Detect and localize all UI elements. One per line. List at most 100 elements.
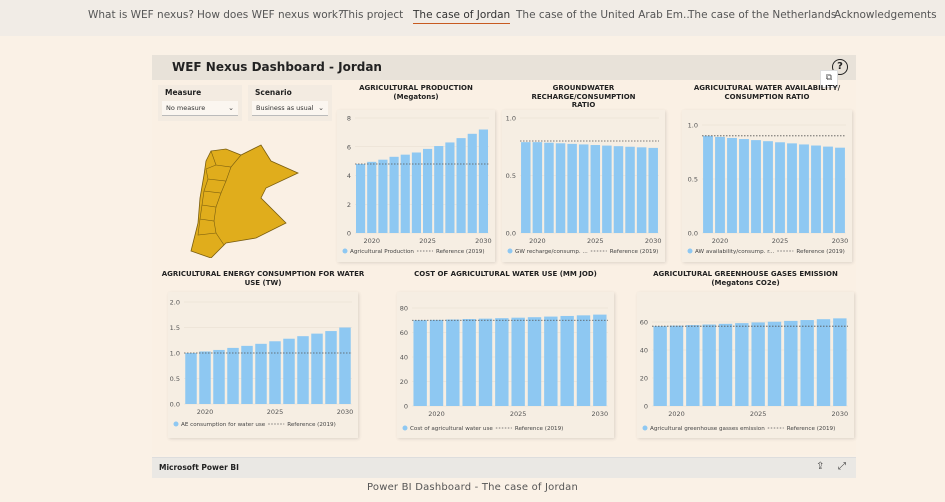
nav-item-jordan[interactable]: The case of Jordan xyxy=(413,9,510,24)
chart-card-ghg-emission[interactable]: 0 20 40 60 2020 2025 2030 Agricultural greenhou… xyxy=(637,292,854,438)
legend-swatch xyxy=(343,249,348,254)
bar[interactable] xyxy=(602,146,611,233)
bar[interactable] xyxy=(811,146,821,233)
nav-item-what-is-wef[interactable]: What is WEF nexus? xyxy=(88,9,194,21)
bar[interactable] xyxy=(325,331,336,404)
bar[interactable] xyxy=(833,318,846,406)
share-icon[interactable]: ⇪ xyxy=(816,461,824,472)
bar[interactable] xyxy=(751,140,761,233)
chart-title-line: GROUNDWATER RECHARGE/CONSUMPTION xyxy=(502,84,665,101)
bar[interactable] xyxy=(715,137,725,233)
bar[interactable] xyxy=(591,145,600,233)
chart-card-aw-ratio[interactable]: 0.0 0.5 1.0 2020 2025 2030 AW availability/con… xyxy=(682,110,852,262)
bar[interactable] xyxy=(735,323,748,406)
bar[interactable] xyxy=(457,138,466,233)
bar[interactable] xyxy=(367,162,376,233)
bar[interactable] xyxy=(670,326,683,406)
bar[interactable] xyxy=(297,336,308,404)
bar[interactable] xyxy=(511,318,524,406)
chart-card-gw-ratio[interactable]: 0.0 0.5 1.0 2020 2025 2030 GW recharge/consump… xyxy=(502,110,665,262)
bar[interactable] xyxy=(719,324,732,406)
nav-item-netherlands[interactable]: The case of the Netherlands xyxy=(688,9,836,21)
bar[interactable] xyxy=(775,142,785,233)
bar[interactable] xyxy=(835,148,845,233)
bar[interactable] xyxy=(199,351,210,404)
nav-item-this-project[interactable]: This project xyxy=(342,9,403,21)
bar[interactable] xyxy=(311,334,322,404)
bar[interactable] xyxy=(213,350,224,404)
bar[interactable] xyxy=(577,315,590,406)
nav-item-how-wef-works[interactable]: How does WEF nexus work? xyxy=(197,9,344,21)
bar[interactable] xyxy=(479,130,488,234)
bar[interactable] xyxy=(462,319,475,406)
bar[interactable] xyxy=(579,144,588,233)
bar[interactable] xyxy=(412,153,421,234)
bar[interactable] xyxy=(390,157,399,233)
fullscreen-icon[interactable]: ⤢ xyxy=(838,461,846,472)
bar[interactable] xyxy=(356,164,365,233)
bar[interactable] xyxy=(185,353,196,404)
bar[interactable] xyxy=(479,319,492,406)
bar[interactable] xyxy=(799,144,809,233)
bar[interactable] xyxy=(445,142,454,233)
y-tick-label: 1.0 xyxy=(506,115,516,123)
jordan-map-outline[interactable] xyxy=(191,145,298,258)
bar[interactable] xyxy=(751,322,764,406)
bar[interactable] xyxy=(544,143,553,233)
bar[interactable] xyxy=(495,318,508,406)
scenario-label: Scenario xyxy=(255,88,292,97)
bar[interactable] xyxy=(800,320,813,406)
bar[interactable] xyxy=(614,146,623,233)
bar[interactable] xyxy=(556,143,565,233)
bar[interactable] xyxy=(653,326,666,406)
legend-series-label: GW recharge/consump. ... xyxy=(515,249,588,255)
bar[interactable] xyxy=(227,348,238,404)
jordan-map[interactable] xyxy=(186,143,306,258)
bar[interactable] xyxy=(593,315,606,406)
bar[interactable] xyxy=(339,328,350,405)
bar[interactable] xyxy=(533,142,542,233)
bar[interactable] xyxy=(823,147,833,233)
bar[interactable] xyxy=(817,319,830,406)
bar[interactable] xyxy=(544,317,557,406)
bar[interactable] xyxy=(434,146,443,233)
scenario-dropdown[interactable]: Business as usual ⌄ xyxy=(252,101,328,116)
chart-card-water-cost[interactable]: 0 20 40 60 80 2020 2025 2030 Cost of agricultura… xyxy=(397,292,614,438)
bar[interactable] xyxy=(446,320,459,406)
bar[interactable] xyxy=(703,136,713,233)
bar[interactable] xyxy=(413,320,426,406)
bar[interactable] xyxy=(423,149,432,233)
bar[interactable] xyxy=(269,341,280,404)
bar[interactable] xyxy=(567,144,576,233)
bar[interactable] xyxy=(430,320,443,406)
bar[interactable] xyxy=(528,317,541,406)
y-tick-label: 60 xyxy=(400,329,408,337)
nav-item-uae[interactable]: The case of the United Arab Em... xyxy=(516,9,693,21)
chart-title-water-cost: COST OF AGRICULTURAL WATER USE (MM JOD) xyxy=(397,270,614,279)
bar[interactable] xyxy=(787,143,797,233)
bar[interactable] xyxy=(763,141,773,233)
bar[interactable] xyxy=(241,346,252,404)
legend-series-label: Cost of agricultural water use xyxy=(410,426,493,432)
bar[interactable] xyxy=(560,316,573,406)
bar[interactable] xyxy=(625,147,634,233)
bar[interactable] xyxy=(702,325,715,406)
bar[interactable] xyxy=(784,321,797,406)
nav-item-acknowledgements[interactable]: Acknowledgements xyxy=(834,9,937,21)
chart-title-line: CONSUMPTION RATIO xyxy=(682,93,852,102)
chart-card-ae-consumption[interactable]: 0.0 0.5 1.0 1.5 2.0 2020 2025 2030 AE consumptio… xyxy=(168,292,358,438)
bar[interactable] xyxy=(686,325,699,406)
powerbi-brand[interactable]: Microsoft Power BI xyxy=(159,463,239,472)
bar[interactable] xyxy=(521,142,530,233)
bar[interactable] xyxy=(401,155,410,233)
bar[interactable] xyxy=(768,322,781,406)
bar[interactable] xyxy=(468,134,477,233)
bar[interactable] xyxy=(378,160,387,233)
bar[interactable] xyxy=(283,339,294,404)
chart-card-agri-production[interactable]: 0 2 4 6 8 2020 2025 2030 Agricultural Production… xyxy=(337,110,495,262)
bar[interactable] xyxy=(637,147,646,233)
bar[interactable] xyxy=(727,138,737,233)
measure-dropdown[interactable]: No measure ⌄ xyxy=(162,101,238,116)
bar[interactable] xyxy=(648,148,657,233)
bar[interactable] xyxy=(739,139,749,233)
